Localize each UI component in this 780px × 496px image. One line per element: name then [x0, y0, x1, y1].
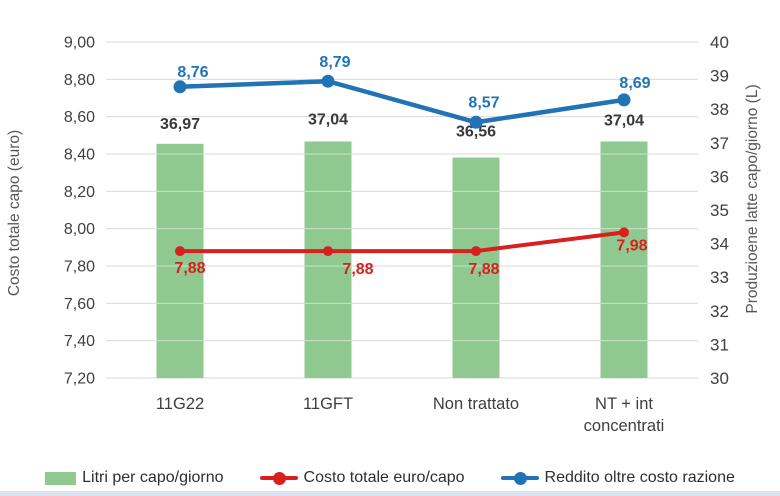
- left-axis-tick-label: 7,80: [64, 259, 95, 276]
- left-axis-tick-label: 8,60: [64, 109, 95, 126]
- right-axis-tick-label: 37: [710, 134, 729, 153]
- bar-data-label: 36,56: [456, 124, 496, 141]
- right-axis-tick-label: 30: [710, 369, 729, 388]
- legend-item: Costo totale euro/capo: [259, 469, 465, 487]
- bar-data-label: 37,04: [308, 111, 348, 128]
- line-marker: [619, 227, 629, 238]
- category-label: 11G22: [156, 395, 204, 413]
- legend-bar-swatch-icon: [45, 471, 77, 485]
- category-label: concentrati: [584, 417, 665, 435]
- page-bottom-strip: [0, 491, 780, 496]
- right-axis-tick-label: 32: [710, 302, 729, 321]
- right-axis-tick-label: 38: [710, 100, 729, 119]
- right-axis-tick-label: 34: [710, 235, 729, 254]
- legend-line-marker-icon: [500, 471, 539, 485]
- chart-legend: Litri per capo/giorno Costo totale euro/c…: [0, 464, 780, 492]
- bar-litri: [600, 141, 648, 378]
- bar-litri: [304, 141, 352, 378]
- line-series: [177, 78, 627, 125]
- legend-label: Reddito oltre costo razione: [544, 469, 735, 486]
- line-data-label: 8,69: [619, 75, 650, 92]
- line-series: [178, 230, 626, 254]
- right-axis-tick-label: 33: [710, 268, 729, 287]
- right-axis-title: Produzioene latte capo/giorno (L): [744, 84, 761, 313]
- line-marker: [617, 93, 631, 107]
- line-marker: [173, 80, 187, 94]
- legend-label: Costo totale euro/capo: [303, 469, 465, 486]
- legend-item: Litri per capo/giorno: [45, 469, 224, 487]
- left-axis-tick-label: 8,00: [64, 221, 95, 238]
- line-data-label: 7,88: [342, 261, 373, 278]
- legend-line-marker-icon: [259, 471, 298, 485]
- right-axis-tick-label: 40: [710, 33, 729, 52]
- bar-litri: [452, 157, 500, 378]
- category-label: 11GFT: [303, 395, 353, 413]
- left-axis-tick-label: 8,80: [64, 72, 95, 89]
- left-axis-tick-label: 9,00: [64, 35, 95, 52]
- line-data-label: 8,76: [177, 64, 208, 81]
- line-data-label: 7,88: [468, 261, 499, 278]
- right-axis-tick-label: 35: [710, 201, 729, 220]
- left-axis-title: Costo totale capo (euro): [6, 130, 23, 296]
- legend-label: Litri per capo/giorno: [82, 469, 224, 486]
- line-marker: [175, 246, 185, 257]
- combo-chart: 9,00 8,80 8,60 8,40 8,20 8,00 7,80 7,60 7,40 7,20…: [6, 33, 761, 435]
- right-axis-tick-label: 31: [710, 335, 729, 354]
- category-label: NT + int: [595, 395, 653, 413]
- bar-litri: [156, 143, 204, 378]
- line-data-label: 7,98: [616, 237, 647, 254]
- left-axis-tick-label: 7,40: [64, 333, 95, 350]
- bar-data-label: 37,04: [604, 112, 644, 129]
- line-marker: [323, 246, 333, 257]
- left-axis-tick-label: 8,20: [64, 184, 95, 201]
- left-axis-tick-label: 7,60: [64, 296, 95, 313]
- line-data-label: 7,88: [174, 260, 205, 277]
- bar-data-label: 36,97: [160, 116, 200, 133]
- category-label: Non trattato: [433, 395, 519, 413]
- left-axis-tick-label: 7,20: [64, 371, 95, 388]
- line-marker: [321, 74, 335, 88]
- right-axis-tick-label: 36: [710, 167, 729, 186]
- line-data-label: 8,57: [468, 94, 499, 111]
- line-data-label: 8,79: [319, 54, 350, 71]
- line-marker: [471, 246, 481, 257]
- left-axis-tick-label: 8,40: [64, 147, 95, 164]
- line-marker: [469, 115, 483, 129]
- legend-item: Reddito oltre costo razione: [500, 469, 735, 487]
- right-axis-tick-label: 39: [710, 67, 729, 86]
